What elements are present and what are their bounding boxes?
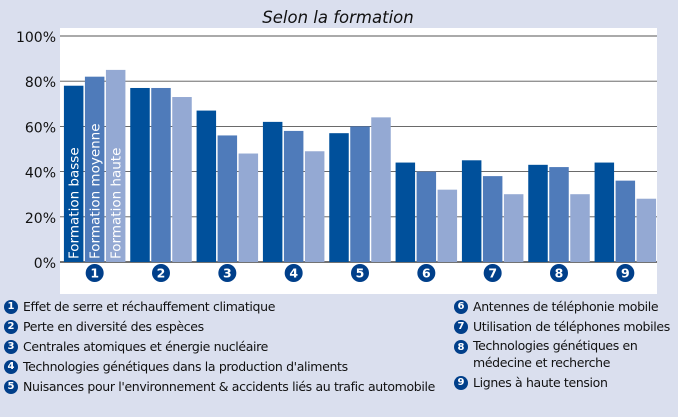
legend-badge-6: 6 [454, 300, 468, 314]
category-label-1: 1 [90, 266, 99, 281]
legend-badge-3: 3 [4, 340, 18, 354]
legend-item-2: 2 Perte en diversité des espèces [4, 317, 435, 337]
y-tick-label: 0% [34, 256, 56, 272]
legend-label-7: Utilisation de téléphones mobiles [473, 319, 670, 334]
bar-5-1 [329, 133, 349, 262]
bar-7-2 [482, 176, 503, 262]
legend-label-3: Centrales atomiques et énergie nucléaire [23, 339, 269, 354]
series-label-1: Formation basse [67, 147, 83, 259]
category-badge-5 [351, 264, 369, 282]
bar-4-2 [283, 130, 304, 262]
legend-item-4: 4 Technologies génétiques dans la produc… [4, 357, 435, 377]
bar-2-2 [151, 87, 171, 262]
category-badge-4 [284, 264, 303, 282]
bar-4-1 [262, 121, 283, 262]
legend-item-1: 1 Effet de serre et réchauffement climat… [4, 297, 435, 317]
legend-item-9: 9 Lignes à haute tension [454, 373, 670, 393]
legend-item-8: 8 Technologies génétiques en médecine et… [454, 337, 670, 373]
category-label-7: 7 [488, 266, 497, 281]
bar-3-1 [196, 110, 217, 262]
bar-3-3 [238, 153, 259, 262]
bar-6-1 [395, 162, 416, 262]
category-badge-7 [483, 264, 502, 282]
y-tick-label: 100% [16, 30, 56, 46]
bar-1-1 [63, 85, 84, 262]
category-badge-6 [417, 264, 436, 282]
category-badge-9 [616, 264, 635, 282]
bar-4-3 [304, 151, 325, 262]
bar-6-3 [437, 189, 458, 262]
legend-item-7: 7 Utilisation de téléphones mobiles [454, 317, 670, 337]
legend-badge-2: 2 [4, 320, 18, 334]
bar-3-2 [217, 135, 238, 262]
legend-label-1: Effet de serre et réchauffement climatiq… [23, 299, 276, 314]
legend-label-4: Technologies génétiques dans la producti… [23, 359, 348, 374]
bar-6-2 [416, 171, 437, 262]
series-label-3: Formation haute [109, 148, 125, 259]
legend-item-6: 6 Antennes de téléphonie mobile [454, 297, 670, 317]
y-tick-label: 20% [25, 211, 56, 227]
bar-2-3 [172, 97, 192, 263]
legend-right: 6 Antennes de téléphonie mobile 7 Utilis… [454, 297, 670, 393]
bar-7-3 [503, 194, 524, 262]
bar-2-1 [130, 87, 150, 262]
bar-9-2 [615, 180, 636, 262]
bar-9-1 [594, 162, 615, 262]
legend-label-2: Perte en diversité des espèces [23, 319, 204, 334]
category-label-2: 2 [157, 266, 166, 281]
legend-label-6: Antennes de téléphonie mobile [473, 299, 659, 314]
bar-8-2 [549, 167, 569, 262]
bar-1-3 [105, 69, 126, 263]
legend-left: 1 Effet de serre et réchauffement climat… [4, 297, 435, 397]
category-label-4: 4 [289, 266, 298, 281]
chart-title: Selon la formation [262, 8, 413, 27]
legend-badge-4: 4 [4, 360, 18, 374]
legend-label-5: Nuisances pour l'environnement & acciden… [23, 379, 435, 394]
category-label-6: 6 [422, 266, 431, 281]
legend-badge-9: 9 [454, 376, 468, 390]
y-tick-label: 60% [25, 120, 56, 136]
bar-8-1 [528, 164, 548, 262]
bar-1-2 [84, 76, 105, 263]
legend-label-8: Technologies génétiques en médecine et r… [473, 338, 638, 370]
category-badge-8 [550, 264, 568, 282]
legend-item-5: 5 Nuisances pour l'environnement & accid… [4, 377, 435, 397]
bar-7-1 [461, 160, 482, 262]
category-label-8: 8 [555, 266, 564, 281]
legend-label-9: Lignes à haute tension [473, 375, 608, 390]
y-tick-label: 80% [25, 75, 56, 91]
legend-badge-8: 8 [454, 340, 468, 354]
bar-5-3 [371, 117, 391, 262]
y-tick-label: 40% [25, 166, 56, 182]
bar-8-3 [570, 194, 590, 262]
category-badge-3 [218, 264, 237, 282]
legend-badge-7: 7 [454, 320, 468, 334]
category-label-9: 9 [621, 266, 630, 281]
category-badge-2 [152, 264, 170, 282]
legend-badge-5: 5 [4, 380, 18, 394]
category-badge-1 [85, 264, 104, 282]
series-label-2: Formation moyenne [88, 123, 104, 259]
legend-badge-1: 1 [4, 300, 18, 314]
category-label-5: 5 [356, 266, 365, 281]
bar-5-2 [350, 126, 370, 263]
category-label-3: 3 [223, 266, 232, 281]
bar-9-3 [636, 198, 657, 262]
bar-chart: Selon la formation 0% 20% 40% 60% 80% 100% For… [16, 8, 657, 294]
legend-item-3: 3 Centrales atomiques et énergie nucléai… [4, 337, 435, 357]
